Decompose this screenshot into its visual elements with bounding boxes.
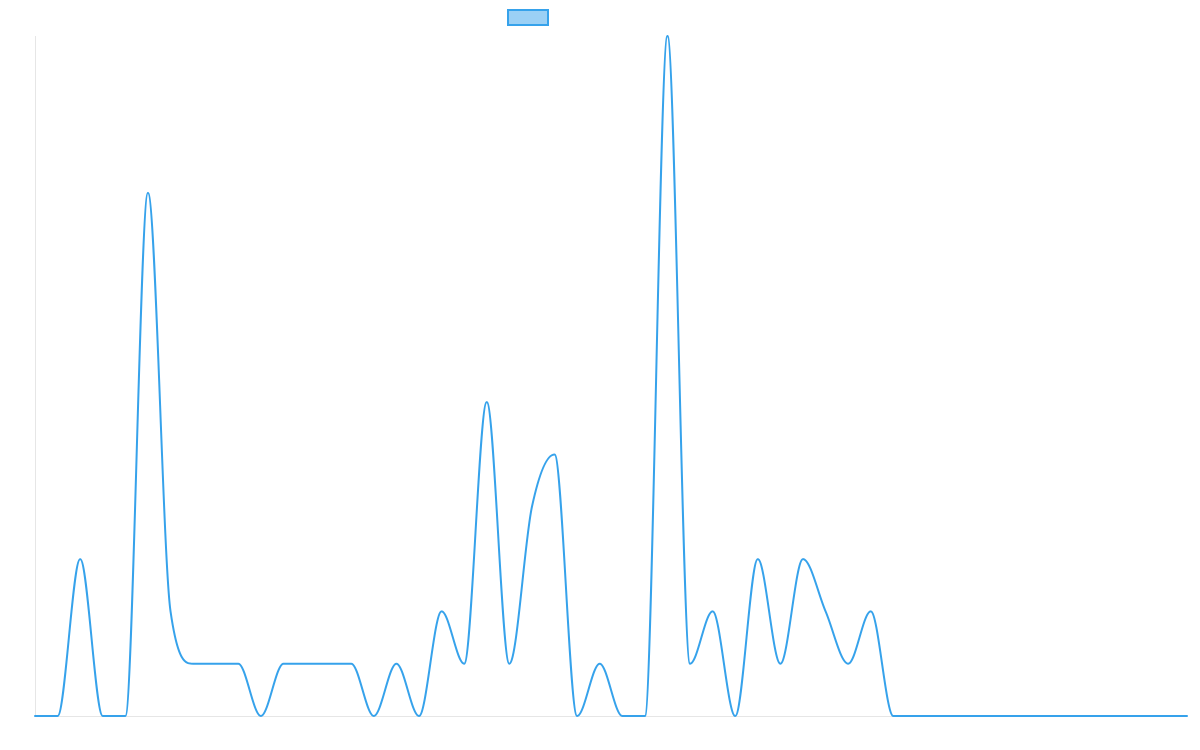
series-group: [34, 35, 1188, 717]
series-line-0: [34, 35, 1188, 717]
legend[interactable]: [507, 9, 549, 26]
legend-swatch[interactable]: [507, 9, 549, 26]
